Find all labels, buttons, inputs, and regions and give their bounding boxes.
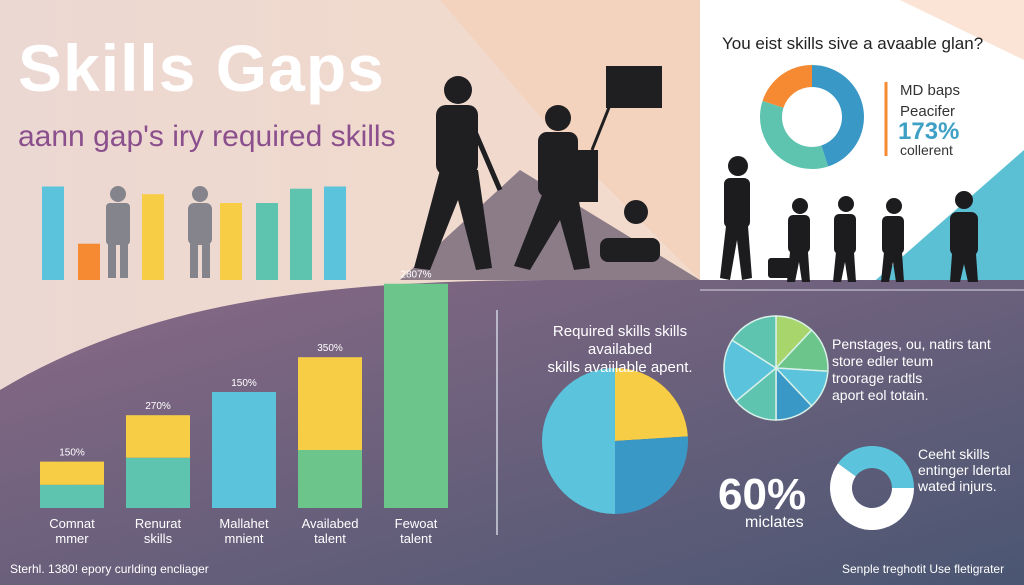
bar-category-label: skills	[144, 531, 173, 546]
pie-slice	[615, 368, 688, 441]
bar-data-label: 270%	[145, 401, 171, 412]
pie-slice	[731, 315, 777, 370]
bar-category-label: talent	[314, 531, 346, 546]
donut-label-line-1: MD baps	[900, 82, 961, 99]
bar-category-label: Comnat	[49, 516, 95, 531]
pie-slice	[838, 445, 914, 488]
bar-segment-upper	[40, 461, 104, 485]
skill-bar	[142, 194, 164, 280]
bar-data-label: 150%	[59, 448, 85, 459]
page-title: Skills Gaps	[18, 31, 385, 105]
bar-segment-lower	[384, 283, 448, 508]
bar-data-label: 2807%	[400, 270, 431, 281]
pie-slice	[812, 65, 865, 167]
segment-pie	[723, 315, 829, 421]
pie-caption-line-1: Required skills skills availabed	[552, 323, 688, 358]
page-subtitle: aann gap's iry required skills	[18, 120, 396, 153]
bar-data-label: 350%	[317, 343, 343, 354]
bar-segment-lower	[212, 392, 276, 508]
bar-category-label: mnient	[224, 531, 263, 546]
skill-bar	[324, 186, 346, 280]
donut-sublabel: collerent	[900, 142, 953, 158]
pie-slice	[830, 463, 914, 530]
segment-label-line: aport eol totain.	[832, 387, 929, 403]
segment-label-line: store edler teum	[832, 353, 934, 369]
question-heading: You eist skills sive a avaable glan?	[722, 34, 984, 53]
ring-label-line: Ceeht skills	[918, 446, 990, 462]
bar-category-label: talent	[400, 531, 432, 546]
ring-label-line: wated injurs.	[918, 478, 997, 494]
pie-caption: Required skills skills availabed skills …	[520, 323, 720, 377]
skill-bar	[220, 203, 242, 280]
bar-segment-upper	[298, 357, 362, 450]
skill-bar	[290, 188, 312, 280]
team-silhouettes	[720, 156, 978, 282]
segment-label-line: troorage radtls	[832, 370, 923, 386]
segment-label-line: Penstages, ou, natirs tant	[832, 336, 991, 352]
white-panel	[700, 0, 1024, 285]
donut-label: MD baps Peacifer	[900, 80, 960, 122]
bar-segment-lower	[40, 484, 104, 508]
big-percent: 60%	[718, 470, 807, 519]
bar-segment-lower	[126, 457, 190, 508]
people-icons	[106, 186, 212, 278]
bar-category-label: Renurat	[135, 516, 182, 531]
pie-slice	[615, 436, 688, 514]
pie-caption-line-2: skills avaiilable apent.	[547, 359, 693, 376]
skill-bars	[42, 186, 346, 280]
worker-silhouettes	[414, 66, 662, 270]
pie-slice	[759, 100, 829, 170]
bar-category-label: Fewoat	[395, 516, 438, 531]
bar-data-label: 150%	[231, 378, 257, 389]
pie-slice	[542, 368, 615, 514]
footer-left: Sterhl. 1380! epory curlding encliager	[10, 562, 209, 576]
donut-percent: 173%	[898, 118, 960, 145]
bar-segment-lower	[298, 450, 362, 508]
pie-slice	[762, 65, 812, 108]
bar-category-label: Availabed	[302, 516, 359, 531]
skill-bar	[42, 186, 64, 280]
donut-label-line-2: Peacifer	[900, 103, 956, 120]
bar-segment-upper	[126, 415, 190, 458]
teal-wedge	[870, 150, 1024, 285]
ring-label: Ceeht skills entinger ldertal wated inju…	[918, 446, 1018, 494]
ring-label-line: entinger ldertal	[918, 462, 1011, 478]
segment-pie-label: Penstages, ou, natirs tant store edler t…	[832, 336, 1002, 404]
skills-pie	[542, 368, 688, 514]
bar-category-label: Mallahet	[219, 516, 269, 531]
skill-bar	[78, 243, 100, 280]
bar-category-label: mmer	[55, 531, 89, 546]
availability-donut	[759, 65, 865, 170]
skill-bar	[256, 203, 278, 280]
big-percent-label: miclates	[745, 514, 804, 531]
progress-ring	[830, 445, 914, 530]
footer-right: Senple treghotit Use fletigrater	[842, 562, 1005, 576]
pie-slice	[723, 339, 778, 403]
